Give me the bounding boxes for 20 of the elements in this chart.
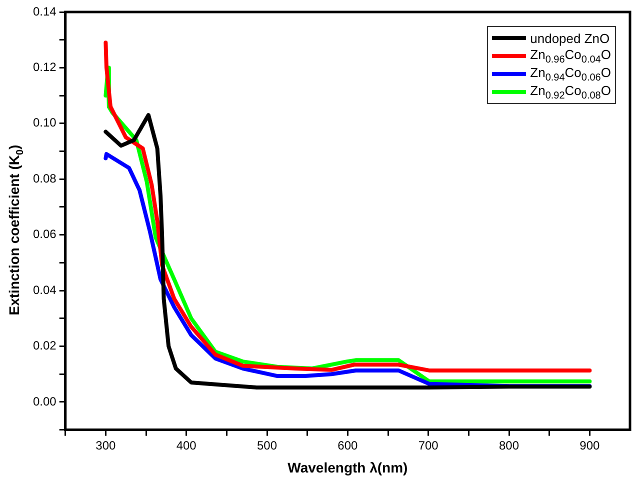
legend-label: Zn$_{0.96}$Co$_{0.04}$O <box>530 46 611 66</box>
legend-label: undoped ZnO <box>530 30 610 46</box>
x-tick-label: 900 <box>580 438 600 452</box>
x-tick-label: 300 <box>96 438 116 452</box>
y-tick-label: 0.06 <box>32 227 57 242</box>
legend-label: Zn$_{0.92}$Co$_{0.08}$O <box>530 82 611 102</box>
x-tick-label: 700 <box>418 438 439 452</box>
y-tick-label: 0.00 <box>32 394 57 408</box>
y-tick-label: 0.04 <box>32 282 57 297</box>
y-tick-label: 0.12 <box>32 60 57 74</box>
legend-label: Zn$_{0.94}$Co$_{0.06}$O <box>530 64 611 84</box>
y-tick-label: 0.08 <box>32 171 57 186</box>
x-tick-label: 600 <box>338 438 358 452</box>
y-tick-label: 0.10 <box>32 116 57 130</box>
y-tick-label: 0.14 <box>32 4 57 18</box>
x-tick-label: 400 <box>176 438 197 452</box>
x-tick-label: 800 <box>498 438 520 452</box>
y-tick-label: 0.02 <box>32 338 57 353</box>
x-tick-label: 500 <box>257 438 278 452</box>
x-axis-title: Wavelength λ(nm) <box>288 459 408 476</box>
